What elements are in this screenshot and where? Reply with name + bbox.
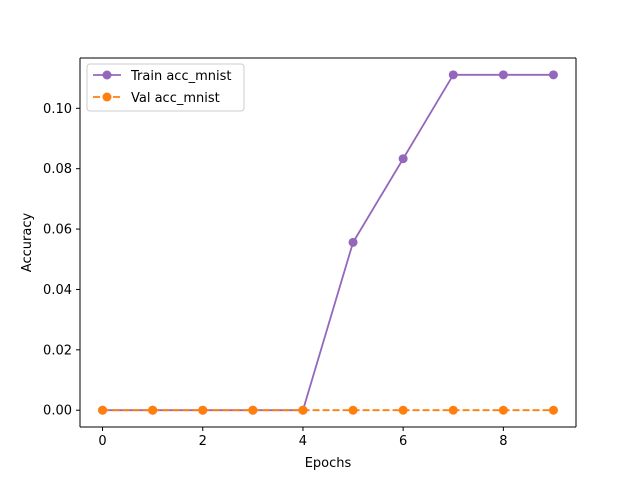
series-1-point-9 xyxy=(548,70,558,80)
series-2-point-5 xyxy=(348,405,358,415)
x-axis-label: Epochs xyxy=(305,456,352,471)
x-axis: 0 2 4 6 8 xyxy=(98,427,507,449)
x-tick-label: 8 xyxy=(499,434,507,449)
legend-marker-1 xyxy=(102,70,112,80)
series-1-point-5 xyxy=(348,237,358,247)
series-2-point-2 xyxy=(198,405,208,415)
legend-label-1: Train acc_mnist xyxy=(130,69,231,84)
series-2-point-1 xyxy=(148,405,158,415)
y-tick-label: 0.08 xyxy=(43,162,72,177)
legend: Train acc_mnist Val acc_mnist xyxy=(86,63,245,112)
y-tick-label: 0.02 xyxy=(43,343,72,358)
series-layer xyxy=(98,70,558,415)
series-2-point-0 xyxy=(98,405,108,415)
x-tick-label: 6 xyxy=(399,434,407,449)
x-tick-label: 0 xyxy=(98,434,106,449)
y-tick-label: 0.06 xyxy=(43,223,72,238)
y-tick-label: 0.10 xyxy=(43,102,72,117)
series-1-point-6 xyxy=(398,154,408,164)
legend-marker-2 xyxy=(102,92,112,102)
y-axis: 0.00 0.02 0.04 0.06 0.08 0.10 xyxy=(43,102,80,419)
series-2-point-3 xyxy=(248,405,258,415)
legend-label-2: Val acc_mnist xyxy=(131,91,220,106)
plot-area xyxy=(80,58,576,427)
y-tick-label: 0.04 xyxy=(43,283,72,298)
series-1-point-7 xyxy=(448,70,458,80)
series-2-point-9 xyxy=(548,405,558,415)
x-tick-label: 4 xyxy=(299,434,307,449)
legend-box xyxy=(86,63,245,112)
y-tick-label: 0.00 xyxy=(43,404,72,419)
series-2-point-4 xyxy=(298,405,308,415)
series-1-point-8 xyxy=(498,70,508,80)
y-axis-label: Accuracy xyxy=(20,213,35,273)
axes-spines xyxy=(79,57,577,428)
x-tick-label: 2 xyxy=(199,434,207,449)
series-2-point-8 xyxy=(498,405,508,415)
series-2 xyxy=(98,405,558,415)
series-2-point-6 xyxy=(398,405,408,415)
series-2-point-7 xyxy=(448,405,458,415)
